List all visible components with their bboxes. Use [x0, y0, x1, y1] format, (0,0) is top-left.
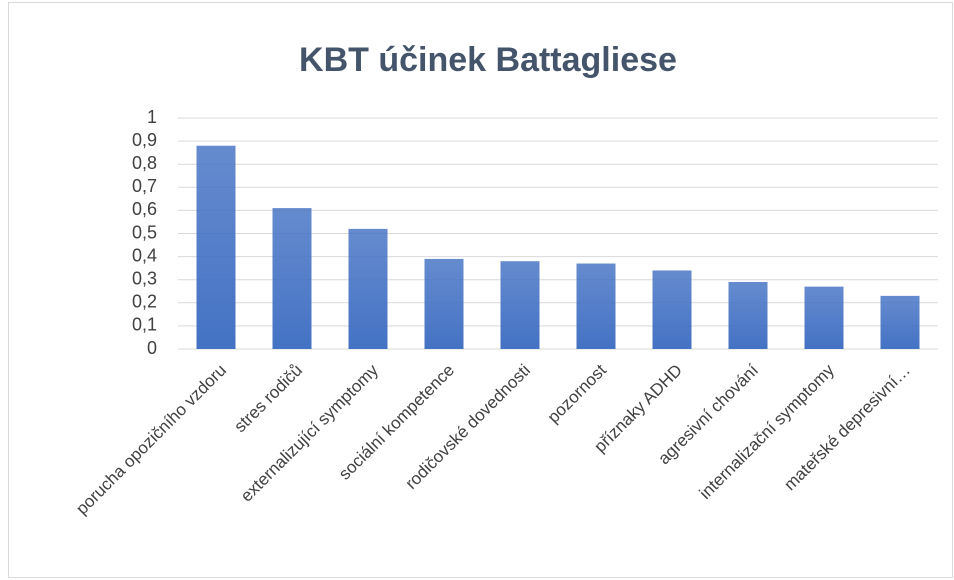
- y-tick-label: 0,2: [132, 292, 157, 312]
- bar: [652, 270, 692, 349]
- bar: [424, 258, 464, 349]
- y-tick-label: 0,3: [132, 268, 157, 288]
- bar: [880, 295, 920, 349]
- chart-border: [8, 2, 953, 578]
- y-tick-label: 0,5: [132, 222, 157, 242]
- y-tick-label: 0,7: [132, 176, 157, 196]
- bar: [804, 286, 844, 349]
- y-tick-label: 1: [147, 107, 157, 127]
- chart-title: KBT účinek Battagliese: [299, 41, 677, 79]
- bar: [500, 261, 540, 349]
- y-tick-label: 0,8: [132, 153, 157, 173]
- bar: [196, 145, 236, 349]
- bar: [348, 228, 388, 349]
- y-tick-label: 0,1: [132, 315, 157, 335]
- y-tick-label: 0: [147, 338, 157, 358]
- y-tick-label: 0,9: [132, 130, 157, 150]
- bar: [728, 282, 768, 349]
- y-tick-label: 0,6: [132, 199, 157, 219]
- bar: [576, 263, 616, 349]
- bar: [272, 208, 312, 349]
- y-tick-label: 0,4: [132, 245, 157, 265]
